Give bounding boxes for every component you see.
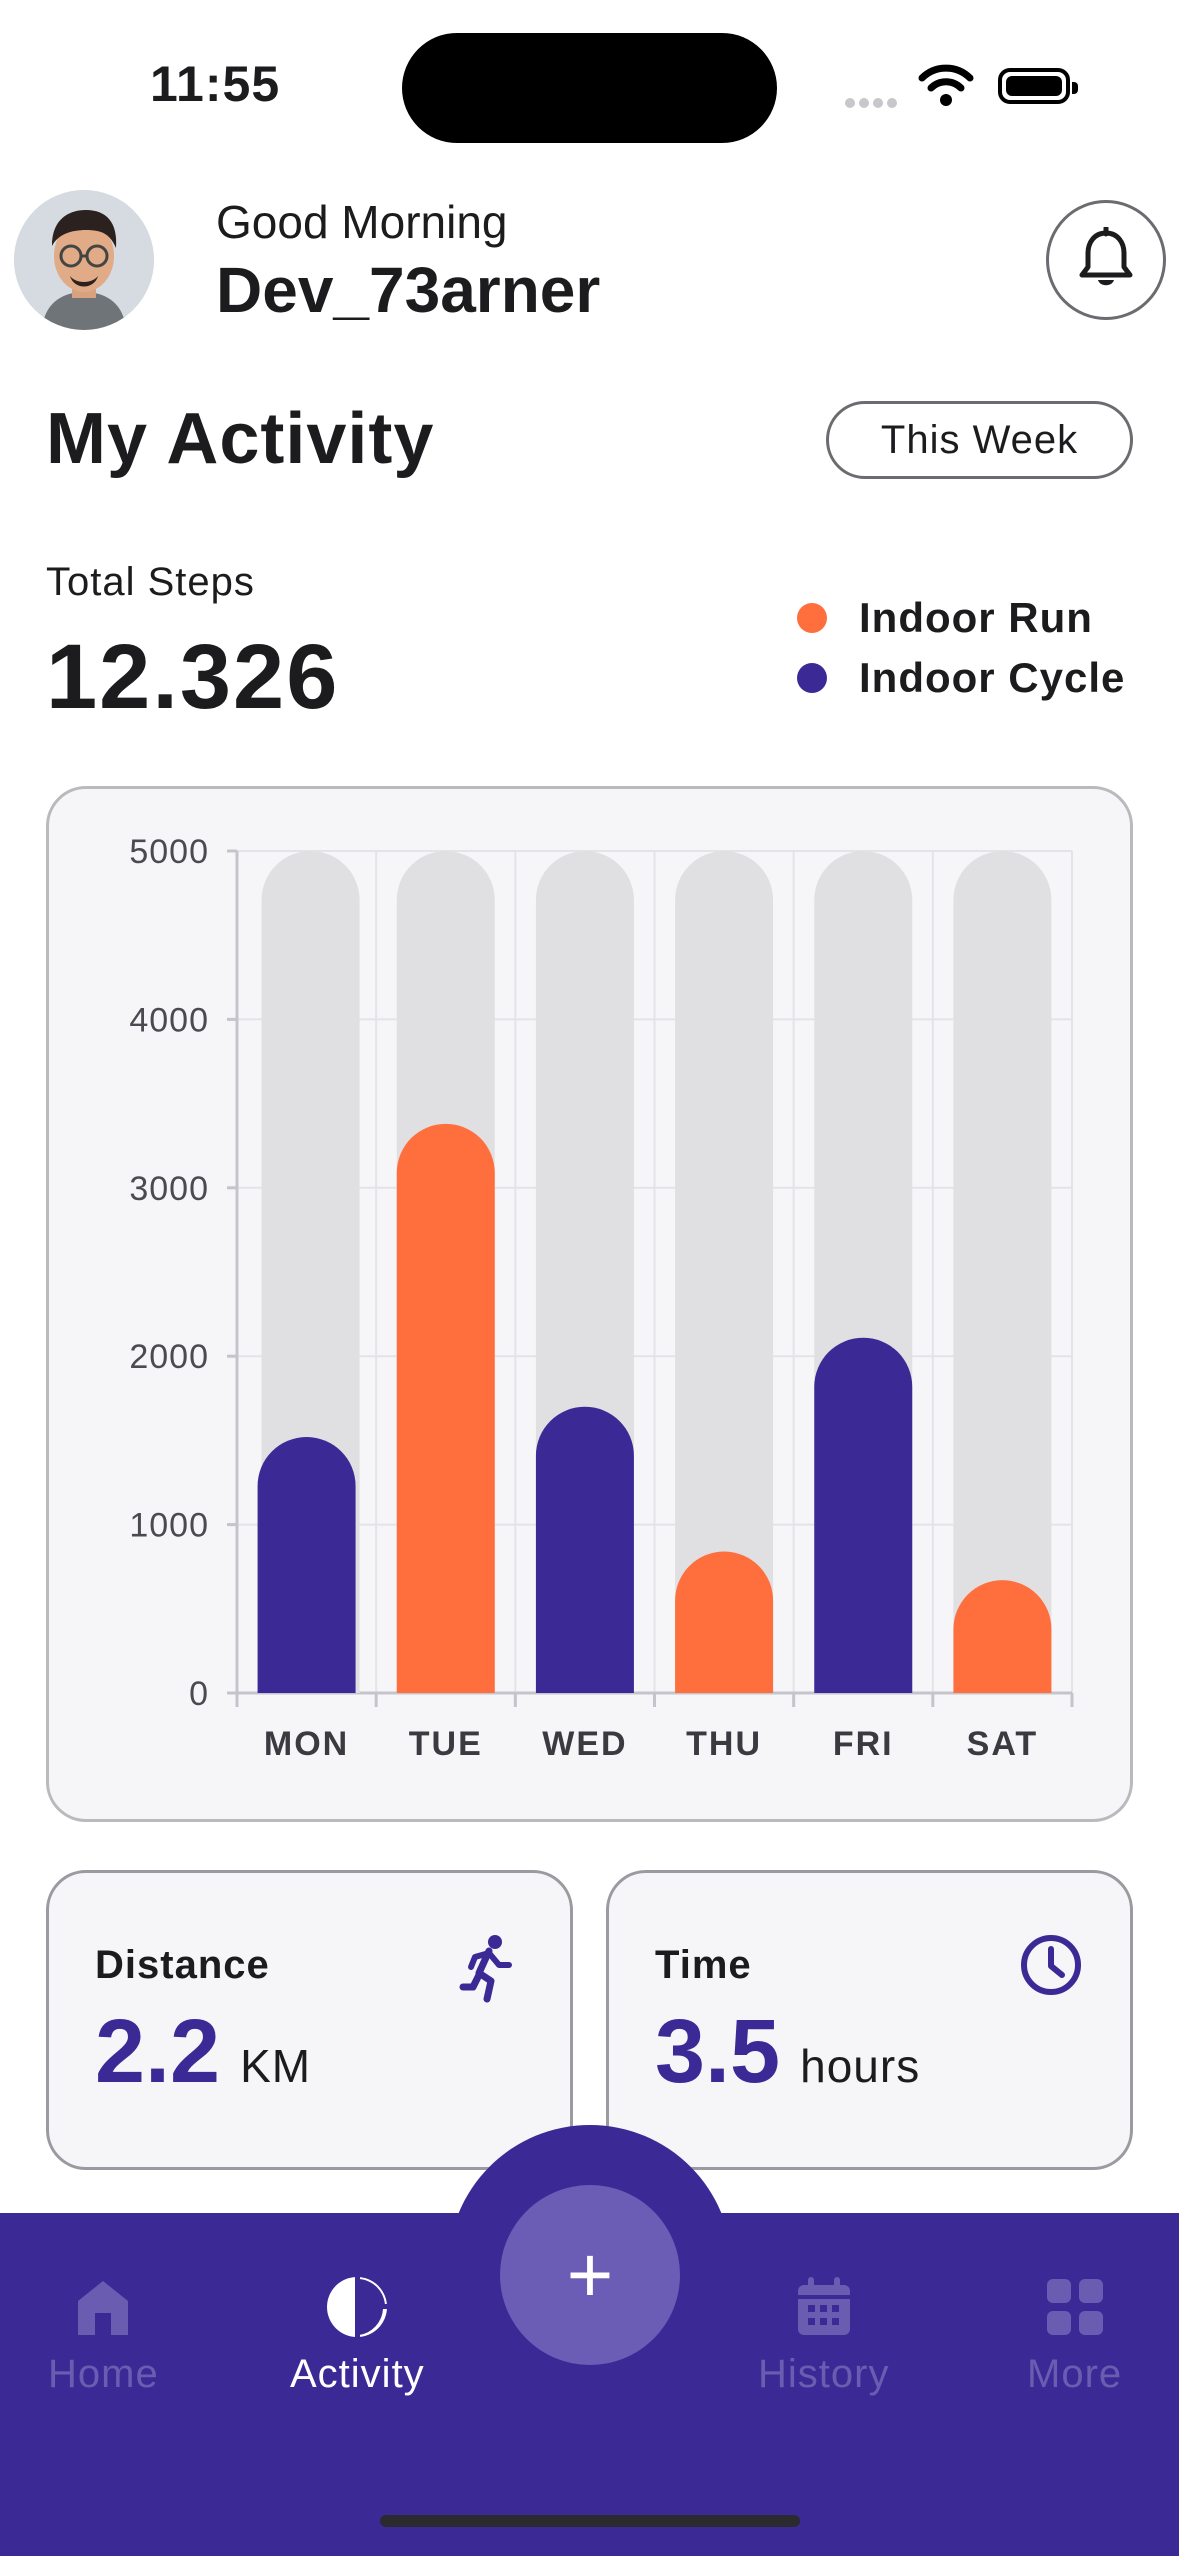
home-indicator <box>380 2515 800 2527</box>
avatar[interactable] <box>14 190 154 330</box>
dynamic-island <box>402 33 777 143</box>
y-tick-label: 1000 <box>129 1507 209 1545</box>
distance-card[interactable]: Distance 2.2 KM <box>46 1870 573 2170</box>
x-tick-label: TUE <box>409 1725 483 1763</box>
nav-item-history[interactable]: History <box>758 2270 889 2397</box>
bar-sat <box>953 1580 1052 1693</box>
bar-fri <box>814 1337 913 1693</box>
legend-swatch <box>797 603 827 633</box>
bar-thu <box>675 1551 774 1693</box>
distance-unit: KM <box>240 2040 312 2092</box>
time-label: Time <box>655 1943 752 1987</box>
pie-chart-icon <box>325 2270 390 2344</box>
page-title: My Activity <box>46 399 435 479</box>
activity-bar-chart: 0 1000 2000 3000 4000 5000 MON TUE WED THU FRI SAT <box>129 833 1074 1763</box>
running-icon <box>459 1933 515 2008</box>
y-tick-label: 4000 <box>129 1001 209 1039</box>
total-steps-value: 12.326 <box>46 626 340 728</box>
x-tick-label: WED <box>542 1725 627 1763</box>
nav-item-more[interactable]: More <box>1027 2270 1122 2397</box>
period-selector-button[interactable]: This Week <box>826 401 1133 479</box>
nav-item-activity[interactable]: Activity <box>290 2270 425 2397</box>
nav-item-home[interactable]: Home <box>48 2270 159 2397</box>
legend-item-indoor-run: Indoor Run <box>797 594 1093 642</box>
calendar-icon <box>796 2270 852 2344</box>
distance-label: Distance <box>95 1943 270 1987</box>
y-tick-label: 3000 <box>129 1170 209 1208</box>
add-activity-button[interactable]: + <box>500 2185 680 2365</box>
nav-label: Activity <box>290 2352 425 2396</box>
nav-label: More <box>1027 2352 1123 2396</box>
time-value: 3.5 <box>655 2002 781 2102</box>
username: Dev_73arner <box>216 254 601 326</box>
distance-value-row: 2.2 KM <box>95 2001 311 2104</box>
bar-track <box>675 851 774 1693</box>
bar-wed <box>535 1406 634 1693</box>
activity-chart-card: 0 1000 2000 3000 4000 5000 MON TUE WED THU FRI SAT <box>46 786 1133 1822</box>
wifi-icon <box>918 62 974 111</box>
y-tick-label: 5000 <box>129 833 209 871</box>
notification-button[interactable] <box>1046 200 1166 320</box>
legend-label: Indoor Run <box>859 594 1093 641</box>
legend-swatch <box>797 663 827 693</box>
y-tick-label: 0 <box>189 1675 209 1713</box>
cellular-signal-icon <box>845 95 901 113</box>
total-steps-label: Total Steps <box>46 560 255 604</box>
x-tick-label: SAT <box>967 1725 1038 1763</box>
time-unit: hours <box>800 2040 921 2092</box>
nav-label: History <box>758 2352 890 2396</box>
distance-value: 2.2 <box>95 2002 221 2102</box>
nav-label: Home <box>48 2352 159 2396</box>
y-tick-label: 2000 <box>129 1338 209 1376</box>
status-time: 11:55 <box>150 56 281 112</box>
x-tick-label: THU <box>686 1725 762 1763</box>
legend-label: Indoor Cycle <box>859 654 1126 701</box>
time-card[interactable]: Time 3.5 hours <box>606 1870 1133 2170</box>
x-tick-label: MON <box>264 1725 349 1763</box>
home-icon <box>76 2270 130 2344</box>
bar-tue <box>396 1123 495 1693</box>
bell-icon <box>1078 225 1134 294</box>
x-tick-label: FRI <box>833 1725 894 1763</box>
battery-icon <box>998 68 1078 104</box>
legend-item-indoor-cycle: Indoor Cycle <box>797 654 1125 702</box>
bar-track <box>953 851 1052 1693</box>
grid-icon <box>1046 2270 1103 2344</box>
clock-icon <box>1019 1933 1083 2002</box>
time-value-row: 3.5 hours <box>655 2001 920 2104</box>
bar-mon <box>257 1437 356 1693</box>
greeting-text: Good Morning <box>216 196 508 248</box>
